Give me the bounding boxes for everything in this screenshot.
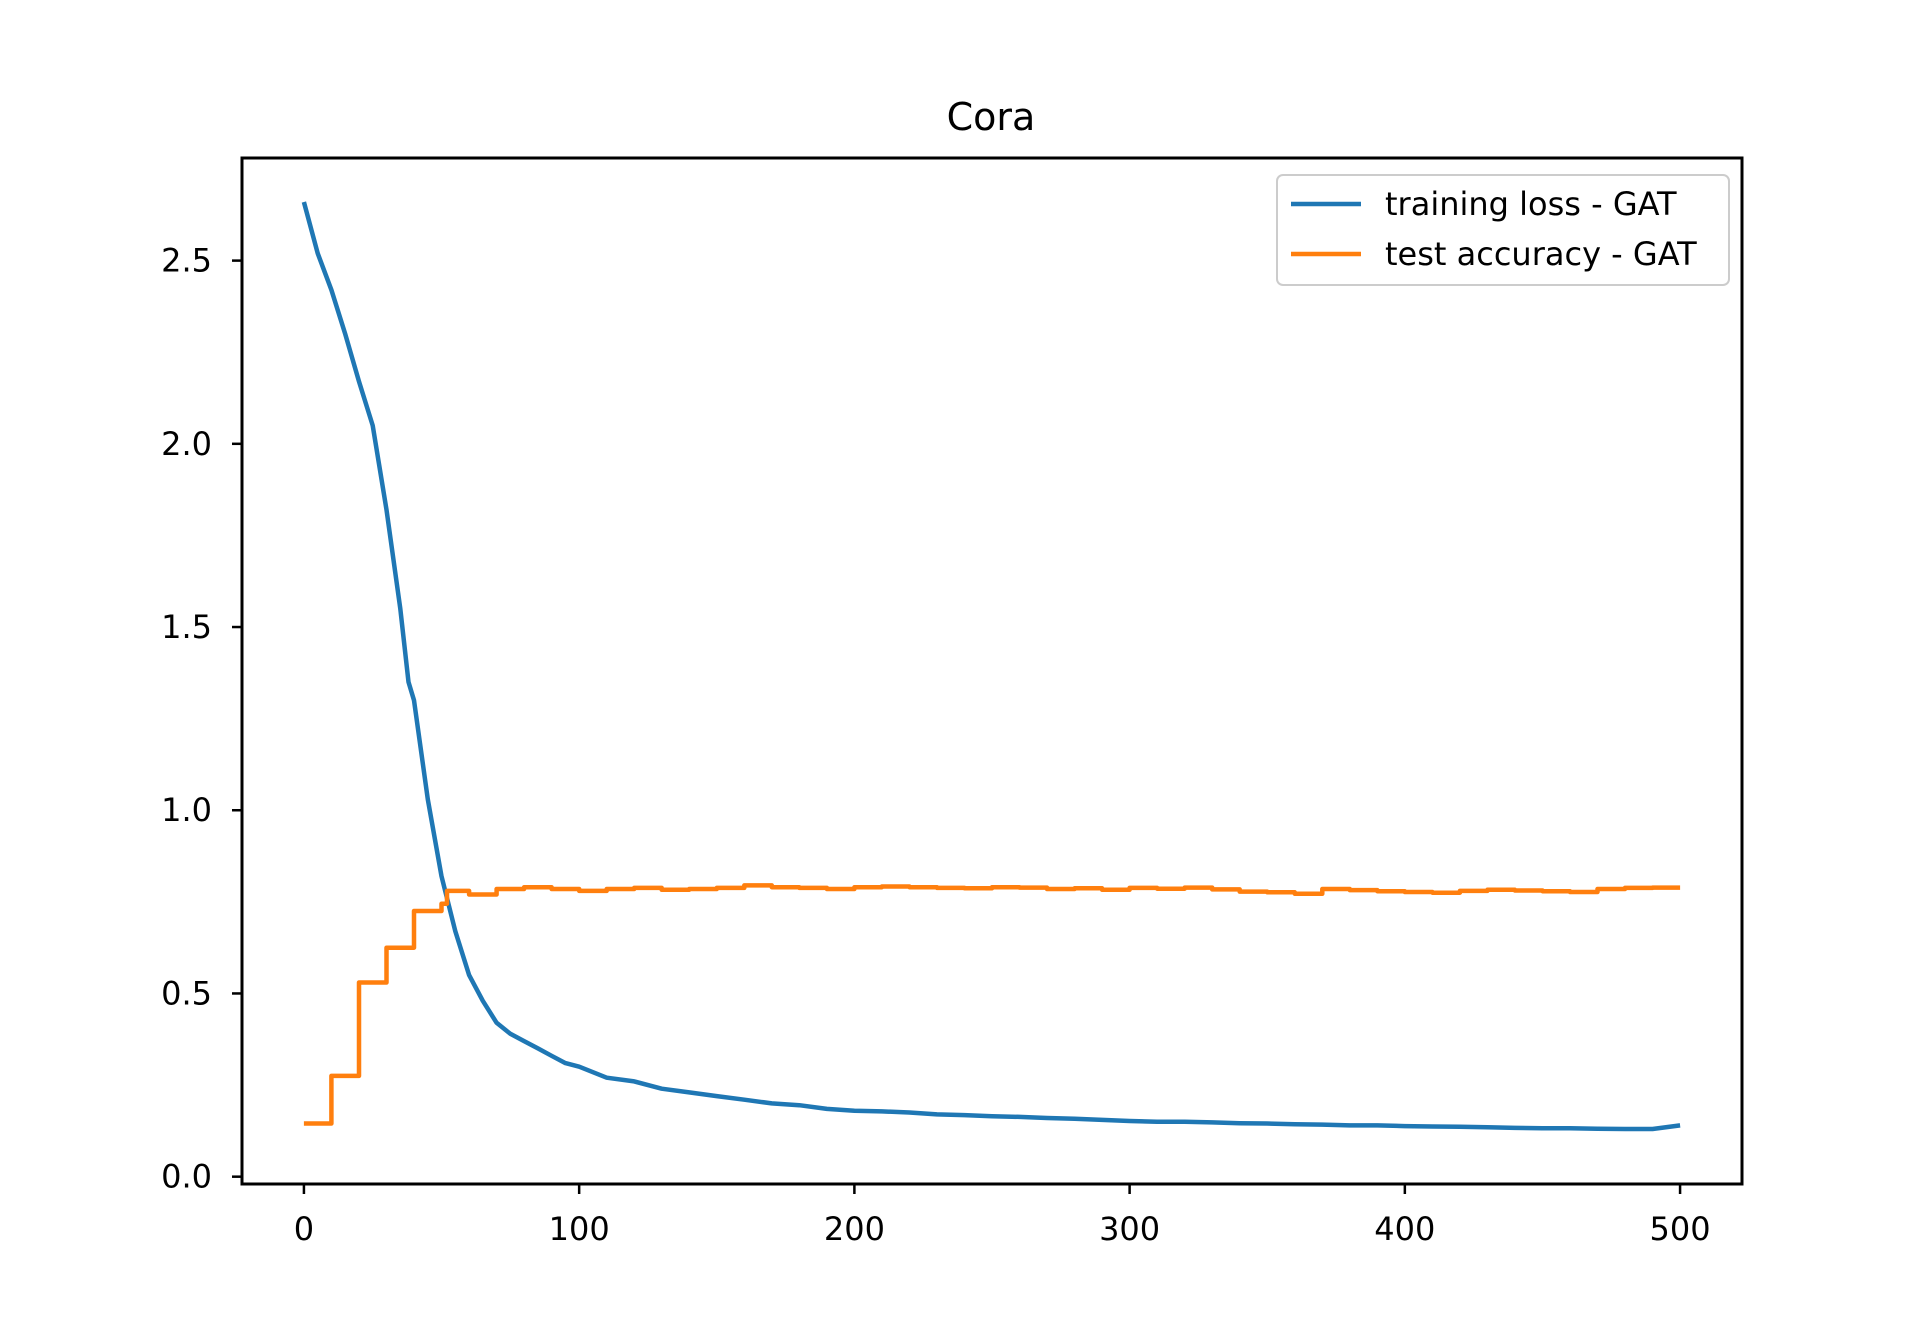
x-axis: 0 100 200 300 400 500 bbox=[294, 1184, 1711, 1248]
x-tick-label: 0 bbox=[294, 1210, 314, 1248]
y-tick-label: 1.5 bbox=[161, 608, 212, 646]
legend-label-0: training loss - GAT bbox=[1385, 185, 1677, 223]
plot-frame bbox=[240, 156, 1744, 1186]
legend[interactable]: training loss - GAT test accuracy - GAT bbox=[1276, 174, 1730, 286]
y-tick-label: 0.0 bbox=[161, 1158, 212, 1196]
y-tick-label: 2.5 bbox=[161, 242, 212, 280]
series-layer bbox=[301, 201, 1681, 1132]
x-tick-label: 200 bbox=[824, 1210, 885, 1248]
chart-title: Cora bbox=[947, 95, 1036, 139]
legend-label-1: test accuracy - GAT bbox=[1385, 235, 1697, 273]
y-tick-label: 1.0 bbox=[161, 791, 212, 829]
y-axis: 0.0 0.5 1.0 1.5 2.0 2.5 bbox=[161, 242, 242, 1196]
x-tick-label: 100 bbox=[549, 1210, 610, 1248]
x-tick-label: 500 bbox=[1650, 1210, 1711, 1248]
y-tick-label: 0.5 bbox=[161, 974, 212, 1012]
series-line-0 bbox=[301, 201, 1681, 1132]
y-tick-label: 2.0 bbox=[161, 425, 212, 463]
legend-box bbox=[1276, 174, 1730, 286]
x-tick-label: 300 bbox=[1099, 1210, 1160, 1248]
series-line-1 bbox=[303, 883, 1681, 1126]
x-tick-label: 400 bbox=[1374, 1210, 1435, 1248]
